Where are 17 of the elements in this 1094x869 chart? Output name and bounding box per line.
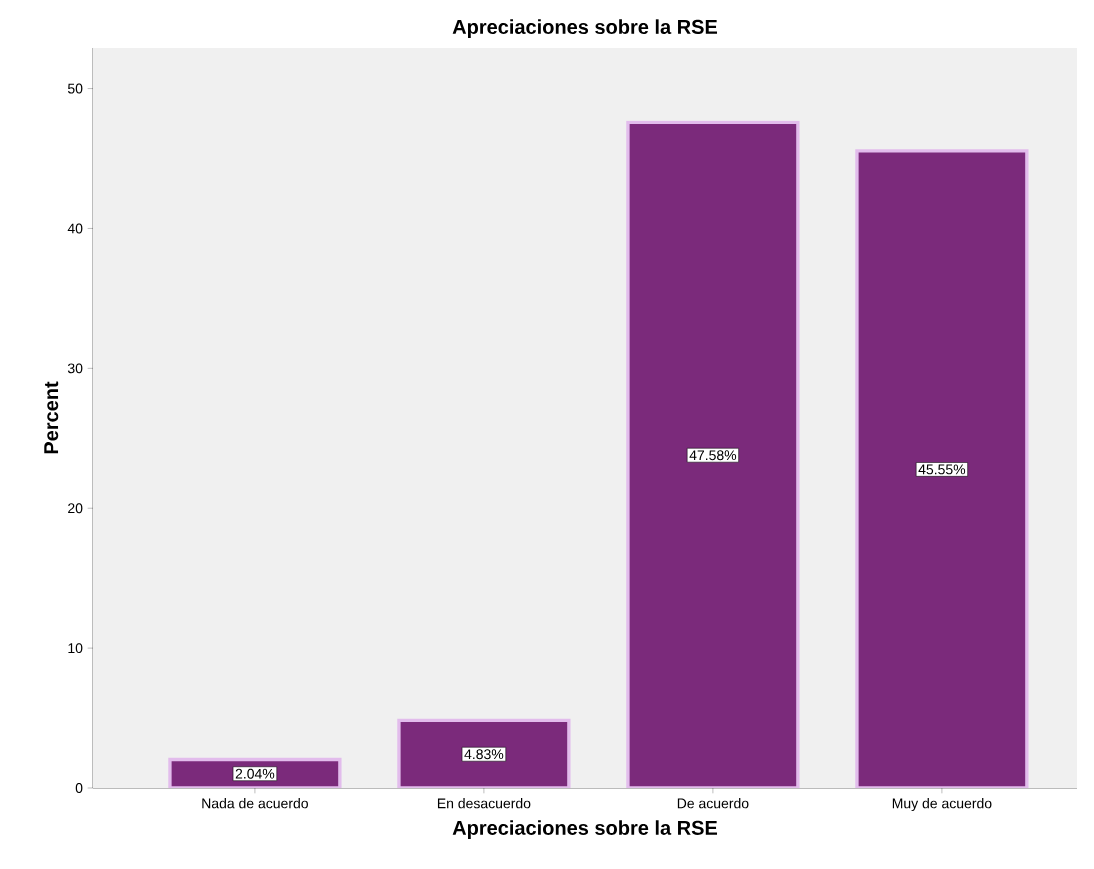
y-tick-label: 50 (67, 83, 83, 94)
x-tick-label: Muy de acuerdo (892, 798, 992, 812)
data-label: 4.83% (464, 749, 504, 760)
data-label: 47.58% (689, 450, 737, 461)
y-tick-label: 10 (68, 643, 83, 654)
y-tick-label: 0 (75, 783, 83, 793)
x-tick-label: Nada de acuerdo (202, 798, 308, 809)
x-axis-title: Apreciaciones sobre la RSE (452, 820, 718, 839)
data-label: 2.04% (235, 768, 275, 779)
x-tick-label: De acuerdo (677, 798, 749, 809)
y-tick-label: 20 (68, 503, 83, 514)
x-tick-label: En desacuerdo (437, 798, 531, 809)
data-label: 45.55% (918, 464, 966, 475)
y-axis-title: Percent (44, 381, 59, 454)
y-tick-label: 40 (67, 223, 83, 234)
chart-title: Apreciaciones sobre la RSE (452, 19, 718, 38)
y-tick-label: 30 (67, 363, 83, 374)
